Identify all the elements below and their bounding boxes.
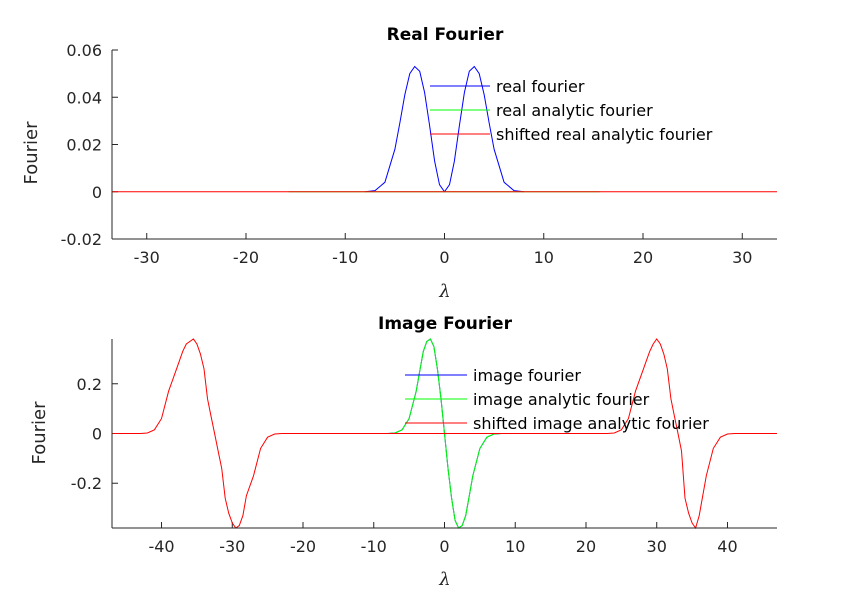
legend-entry-image-fourier: image fourier [405,366,581,385]
y-tick-label: 0.06 [66,41,102,60]
image-fourier-ylabel: Fourier [29,401,50,465]
x-tick-label: 30 [732,248,752,267]
y-tick-label: 0.2 [77,375,102,394]
x-tick-label: 40 [717,537,737,556]
legend-label: image fourier [473,366,581,385]
image-fourier-xlabel: λ [438,569,450,590]
legend-entry-shifted-real-analytic-fourier: shifted real analytic fourier [430,125,713,144]
legend-entry-image-analytic-fourier: image analytic fourier [405,390,650,409]
legend-entry-shifted-image-analytic-fourier: shifted image analytic fourier [405,414,709,433]
real-fourier-title: Real Fourier [387,25,504,45]
x-tick-label: 30 [647,537,667,556]
y-tick-label: -0.02 [61,230,102,249]
real-fourier-axes: Real Fourier Fourier λ -30 -20 -10 0 10 20 30-… [21,25,777,302]
image-fourier-legend: image fourier image analytic fourier shi… [405,366,709,433]
x-tick-label: 20 [633,248,653,267]
x-tick-label: -30 [219,537,245,556]
x-tick-label: -10 [361,537,387,556]
y-tick-label: 0 [92,425,102,444]
x-tick-label: 10 [505,537,525,556]
real-fourier-ticks: -30 -20 -10 0 10 20 30 -0.02 0 0.02 0.04 0.06 [61,41,753,267]
real-fourier-ylabel: Fourier [21,121,42,185]
x-tick-label: 0 [439,248,449,267]
x-tick-label: 20 [576,537,596,556]
series-line-shifted-image-analytic-fourier [112,338,777,530]
x-tick-label: 0 [439,537,449,556]
legend-label: real analytic fourier [496,101,653,120]
image-fourier-axes: Image Fourier Fourier λ -40 -30 -20 -10 0 10 2… [29,314,777,590]
x-tick-label: -10 [332,248,358,267]
image-fourier-plot-area [112,338,777,530]
y-tick-label: 0.02 [66,136,102,155]
legend-entry-real-fourier: real fourier [430,77,585,96]
legend-label: image analytic fourier [473,390,650,409]
real-fourier-legend: real fourier real analytic fourier shift… [430,77,713,144]
real-fourier-xlabel: λ [438,281,450,302]
y-tick-label: -0.2 [71,474,102,493]
y-tick-label: 0.04 [66,88,102,107]
legend-label: shifted real analytic fourier [496,125,713,144]
x-tick-label: -20 [233,248,259,267]
x-tick-label: 10 [534,248,554,267]
x-tick-label: -40 [148,537,174,556]
x-tick-label: -30 [134,248,160,267]
y-tick-label: 0 [92,183,102,202]
image-fourier-title: Image Fourier [378,314,513,334]
legend-entry-real-analytic-fourier: real analytic fourier [430,101,653,120]
legend-label: real fourier [496,77,585,96]
x-tick-label: -20 [290,537,316,556]
real-fourier-plot-area [112,65,777,193]
image-fourier-ticks: -40 -30 -20 -10 0 10 20 30 40 -0.2 0 0.2 [71,375,738,556]
legend-label: shifted image analytic fourier [473,414,709,433]
